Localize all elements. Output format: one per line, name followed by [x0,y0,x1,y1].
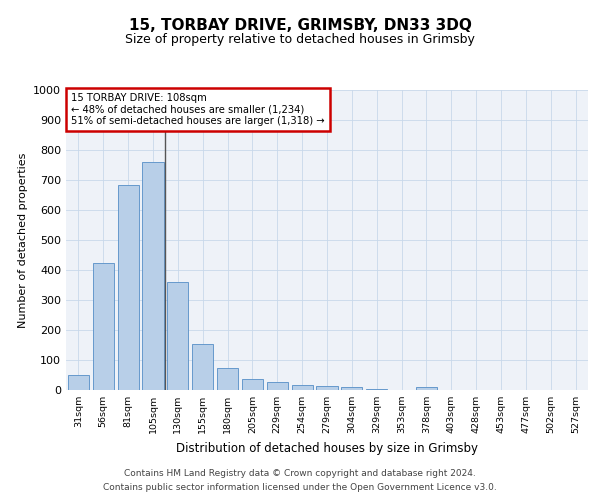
Bar [118,184,139,390]
Text: Contains public sector information licensed under the Open Government Licence v3: Contains public sector information licen… [103,484,497,492]
Bar [267,382,288,390]
Text: 15, TORBAY DRIVE, GRIMSBY, DN33 3DQ: 15, TORBAY DRIVE, GRIMSBY, DN33 3DQ [128,18,472,32]
Bar [192,344,213,390]
Bar [416,387,437,390]
Bar [217,368,238,390]
Bar [316,386,338,390]
Bar [68,375,89,390]
Bar [366,388,387,390]
Text: Size of property relative to detached houses in Grimsby: Size of property relative to detached ho… [125,32,475,46]
Bar [242,378,263,390]
Bar [93,262,114,390]
Text: 15 TORBAY DRIVE: 108sqm
← 48% of detached houses are smaller (1,234)
51% of semi: 15 TORBAY DRIVE: 108sqm ← 48% of detache… [71,93,325,126]
X-axis label: Distribution of detached houses by size in Grimsby: Distribution of detached houses by size … [176,442,478,454]
Y-axis label: Number of detached properties: Number of detached properties [17,152,28,328]
Bar [142,162,164,390]
Text: Contains HM Land Registry data © Crown copyright and database right 2024.: Contains HM Land Registry data © Crown c… [124,468,476,477]
Bar [292,384,313,390]
Bar [341,387,362,390]
Bar [167,282,188,390]
